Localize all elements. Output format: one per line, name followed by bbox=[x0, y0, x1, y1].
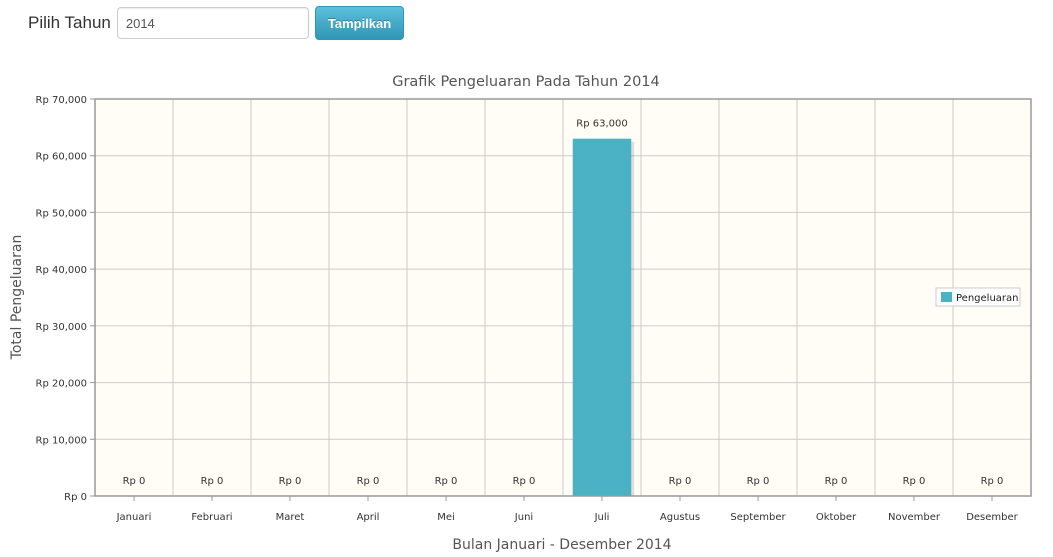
year-filter-form: Pilih Tahun Tampilkan bbox=[28, 5, 405, 41]
bar-value-label: Rp 0 bbox=[279, 476, 302, 487]
y-tick-label: Rp 60,000 bbox=[36, 152, 87, 163]
y-axis-label: Total Pengeluaran bbox=[9, 235, 25, 361]
x-tick-label: Januari bbox=[116, 512, 152, 523]
bar-value-label: Rp 0 bbox=[747, 476, 770, 487]
bar-value-label: Rp 0 bbox=[513, 476, 536, 487]
legend-box bbox=[935, 287, 1021, 307]
y-tick-label: Rp 40,000 bbox=[36, 265, 87, 276]
bar-value-label: Rp 63,000 bbox=[576, 119, 627, 130]
bar-value-label: Rp 0 bbox=[825, 476, 848, 487]
bar-value-label: Rp 0 bbox=[435, 476, 458, 487]
x-tick-label: September bbox=[730, 512, 786, 523]
bar-value-label: Rp 0 bbox=[903, 476, 926, 487]
x-tick-label: Juli bbox=[594, 512, 610, 523]
x-axis-ticks: Januari Februari Maret April Mei Juni Juli Agus… bbox=[116, 496, 1019, 523]
chart-title: Grafik Pengeluaran Pada Tahun 2014 bbox=[392, 74, 660, 90]
bar-value-labels: Rp 0 Rp 0 Rp 0 Rp 0 Rp 0 Rp 0 Rp 63,000 Rp 0 Rp … bbox=[123, 119, 1004, 487]
y-axis-ticks: Rp 0 Rp 10,000 Rp 20,000 Rp 30,000 Rp 40,000… bbox=[36, 95, 95, 503]
y-tick-label: Rp 20,000 bbox=[36, 379, 87, 390]
year-label: Pilih Tahun bbox=[28, 13, 111, 32]
bar bbox=[572, 138, 632, 496]
y-tick-label: Rp 30,000 bbox=[36, 322, 87, 333]
legend-swatch bbox=[941, 292, 952, 302]
x-tick-label: Oktober bbox=[816, 512, 857, 523]
y-tick-label: Rp 10,000 bbox=[36, 435, 87, 446]
x-tick-label: Februari bbox=[191, 512, 232, 523]
chart-legend: Pengeluaran bbox=[935, 287, 1021, 307]
bar-value-label: Rp 0 bbox=[357, 476, 380, 487]
x-tick-label: Desember bbox=[966, 512, 1018, 523]
bar-value-label: Rp 0 bbox=[201, 476, 224, 487]
plot-border bbox=[94, 98, 1032, 497]
bar-value-label: Rp 0 bbox=[123, 476, 146, 487]
bars bbox=[572, 138, 635, 496]
x-tick-label: Agustus bbox=[660, 512, 700, 523]
y-tick-label: Rp 50,000 bbox=[36, 208, 87, 219]
year-input[interactable] bbox=[116, 7, 309, 39]
bar-value-label: Rp 0 bbox=[981, 476, 1004, 487]
y-tick-label: Rp 70,000 bbox=[36, 95, 87, 106]
bar-value-label: Rp 0 bbox=[669, 476, 692, 487]
x-axis-label: Bulan Januari - Desember 2014 bbox=[452, 537, 671, 553]
x-tick-label: Maret bbox=[276, 512, 305, 523]
x-tick-label: Mei bbox=[437, 512, 455, 523]
x-tick-label: November bbox=[888, 512, 941, 523]
x-tick-label: April bbox=[357, 512, 380, 523]
show-button[interactable]: Tampilkan bbox=[314, 6, 405, 40]
x-tick-label: Juni bbox=[514, 512, 533, 523]
legend-label: Pengeluaran bbox=[956, 293, 1019, 304]
y-tick-label: Rp 0 bbox=[64, 492, 87, 503]
